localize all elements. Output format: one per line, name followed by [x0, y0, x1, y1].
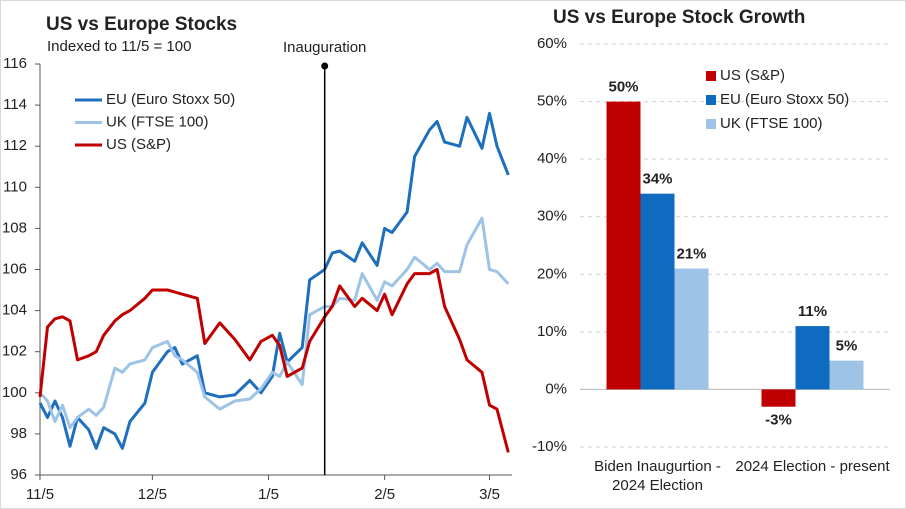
y-tick-label: 106 — [2, 260, 27, 277]
x-tick-label: 3/5 — [479, 486, 500, 503]
y-tick-label: 60% — [537, 35, 567, 52]
data-label: -3% — [765, 412, 792, 429]
bar — [795, 326, 830, 390]
data-label: 34% — [642, 171, 672, 188]
chart-subtitle: Indexed to 11/5 = 100 — [47, 38, 191, 55]
legend-label: EU (Euro Stoxx 50) — [106, 91, 235, 108]
annotation-label: Inauguration — [283, 39, 366, 56]
data-label: 50% — [608, 79, 638, 96]
y-tick-label: 10% — [537, 323, 567, 340]
y-tick-label: 110 — [3, 178, 27, 195]
series-line — [38, 268, 510, 453]
x-tick-label: 11/5 — [26, 486, 54, 503]
y-tick-label: 116 — [3, 55, 27, 72]
y-tick-label: 96 — [10, 466, 27, 483]
series-line — [38, 111, 510, 450]
y-tick-label: 98 — [10, 425, 27, 442]
x-tick-label: 2/5 — [374, 486, 395, 503]
data-label: 21% — [676, 245, 706, 262]
y-tick-label: 0% — [545, 380, 567, 397]
y-tick-label: 104 — [2, 302, 27, 319]
annotation-dot — [321, 62, 329, 70]
legend-label: EU (Euro Stoxx 50) — [720, 91, 849, 108]
y-tick-label: 112 — [3, 137, 27, 154]
legend-label: US (S&P) — [106, 136, 171, 153]
legend-swatch — [706, 71, 716, 81]
y-tick-label: -10% — [532, 438, 567, 455]
y-tick-label: 102 — [2, 343, 27, 360]
legend-label: UK (FTSE 100) — [106, 113, 209, 130]
x-tick-label: Biden Inaugurtion - 2024 Election — [594, 458, 721, 494]
data-label: 5% — [836, 338, 858, 355]
legend-swatch — [706, 119, 716, 129]
chart-title: US vs Europe Stocks — [46, 14, 237, 35]
y-tick-label: 108 — [2, 219, 27, 236]
y-tick-label: 50% — [537, 93, 567, 110]
y-tick-label: 30% — [537, 208, 567, 225]
chart-title: US vs Europe Stock Growth — [553, 7, 805, 28]
legend-label: UK (FTSE 100) — [720, 115, 823, 132]
bar — [761, 389, 796, 407]
legend-label: US (S&P) — [720, 67, 785, 84]
y-tick-label: 20% — [537, 265, 567, 282]
y-tick-label: 40% — [537, 150, 567, 167]
x-tick-label: 1/5 — [258, 486, 279, 503]
data-label: 11% — [798, 303, 827, 320]
x-tick-label: 2024 Election - present — [735, 458, 890, 475]
bar — [829, 360, 864, 390]
x-tick-label: 12/5 — [138, 486, 167, 503]
series-line — [38, 216, 510, 430]
bar — [606, 101, 641, 390]
y-tick-label: 114 — [3, 96, 27, 113]
legend-swatch — [706, 95, 716, 105]
y-tick-label: 100 — [2, 384, 27, 401]
bar — [674, 268, 709, 390]
bar — [640, 193, 675, 390]
